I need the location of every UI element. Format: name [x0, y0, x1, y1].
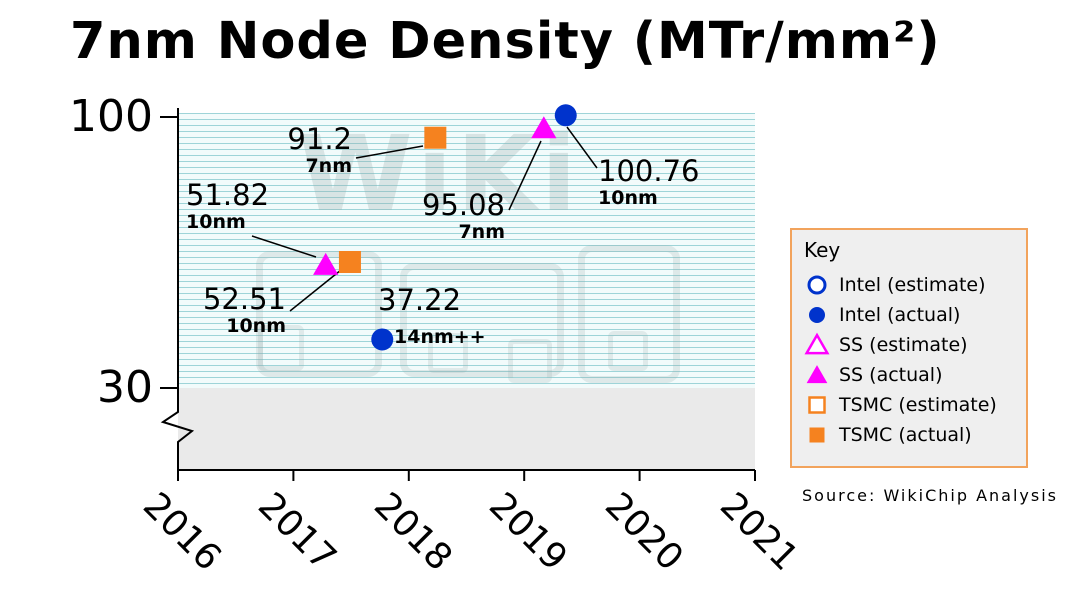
annotation-95.08: 95.08 7nm	[405, 190, 505, 242]
legend-marker	[806, 365, 828, 384]
annotation-100.76: 100.76 10nm	[598, 156, 728, 208]
leader-line-100.76	[566, 126, 598, 169]
legend-item-label: TSMC (actual)	[839, 424, 972, 446]
square-filled-icon	[809, 427, 825, 443]
annotation-node: 7nm	[305, 155, 352, 177]
y-axis-tick-label-30: 30	[97, 362, 153, 413]
legend-item-label: SS (actual)	[839, 364, 943, 386]
annotation-91.2: 91.2 7nm	[256, 124, 352, 176]
annotation-value: 95.08	[421, 188, 505, 222]
axis-break-gray-band	[178, 388, 755, 470]
annotation-node: 10nm	[186, 211, 246, 233]
annotation-value: 100.76	[598, 154, 700, 188]
annotation-node: 10nm	[598, 187, 658, 209]
triangle-filled-icon	[806, 365, 828, 384]
legend-item-Intel--actual-: Intel (actual)	[804, 300, 1026, 330]
chart-title: 7nm Node Density (MTr/mm²)	[70, 12, 941, 71]
leader-line-51.82	[251, 235, 317, 258]
data-point-Intel--actual--100.76	[554, 104, 577, 127]
data-point-Intel--actual--37.22	[371, 328, 394, 351]
legend-item-TSMC--actual-: TSMC (actual)	[804, 420, 1026, 450]
triangle-open-icon	[804, 332, 830, 355]
legend-marker	[807, 275, 827, 295]
annotation-52.51: 52.51 10nm	[190, 284, 286, 336]
leader-line-91.2	[355, 145, 424, 159]
data-point-TSMC--actual--52.51	[338, 250, 361, 273]
y-axis-tick-label-100: 100	[69, 91, 153, 142]
annotation-node: 7nm	[458, 221, 505, 243]
leader-line-95.08	[508, 140, 542, 211]
annotation-node: 14nm++	[394, 326, 486, 348]
legend-title: Key	[804, 238, 841, 262]
legend-item-label: Intel (actual)	[839, 304, 961, 326]
data-point-SS--actual--51.82	[313, 252, 339, 275]
annotation-value: 51.82	[186, 178, 270, 212]
leader-line-52.51	[289, 269, 342, 312]
legend-item-SS--actual-: SS (actual)	[804, 360, 1026, 390]
data-point-SS--actual--95.08	[531, 116, 557, 139]
square-open-icon	[808, 396, 826, 414]
circle-open-icon	[807, 275, 827, 295]
legend-item-SS--estimate-: SS (estimate)	[804, 330, 1026, 360]
annotation-value: 91.2	[287, 122, 352, 156]
legend: Key Intel (estimate) Intel (actual) SS (es…	[790, 228, 1028, 468]
source-note: Source: WikiChip Analysis	[802, 486, 1058, 505]
legend-item-label: SS (estimate)	[839, 334, 968, 356]
annotation-value: 37.22	[378, 283, 462, 317]
legend-item-label: TSMC (estimate)	[839, 394, 997, 416]
legend-marker	[808, 396, 826, 414]
legend-marker	[809, 427, 825, 443]
annotation-51.82: 51.82 10nm	[186, 180, 296, 232]
legend-items: Intel (estimate) Intel (actual) SS (estima…	[804, 270, 1026, 450]
legend-marker	[809, 307, 825, 323]
legend-marker	[804, 332, 830, 355]
annotation-37.22: 37.22	[378, 285, 488, 315]
plot-area-gridlines	[178, 113, 755, 388]
data-point-TSMC--actual--91.2	[424, 126, 447, 149]
circle-filled-icon	[809, 307, 825, 323]
annotation-value: 52.51	[202, 282, 286, 316]
legend-item-label: Intel (estimate)	[839, 274, 986, 296]
legend-item-Intel--estimate-: Intel (estimate)	[804, 270, 1026, 300]
legend-item-TSMC--estimate-: TSMC (estimate)	[804, 390, 1026, 420]
y-axis-line	[160, 108, 195, 470]
annotation-node: 10nm	[226, 315, 286, 337]
